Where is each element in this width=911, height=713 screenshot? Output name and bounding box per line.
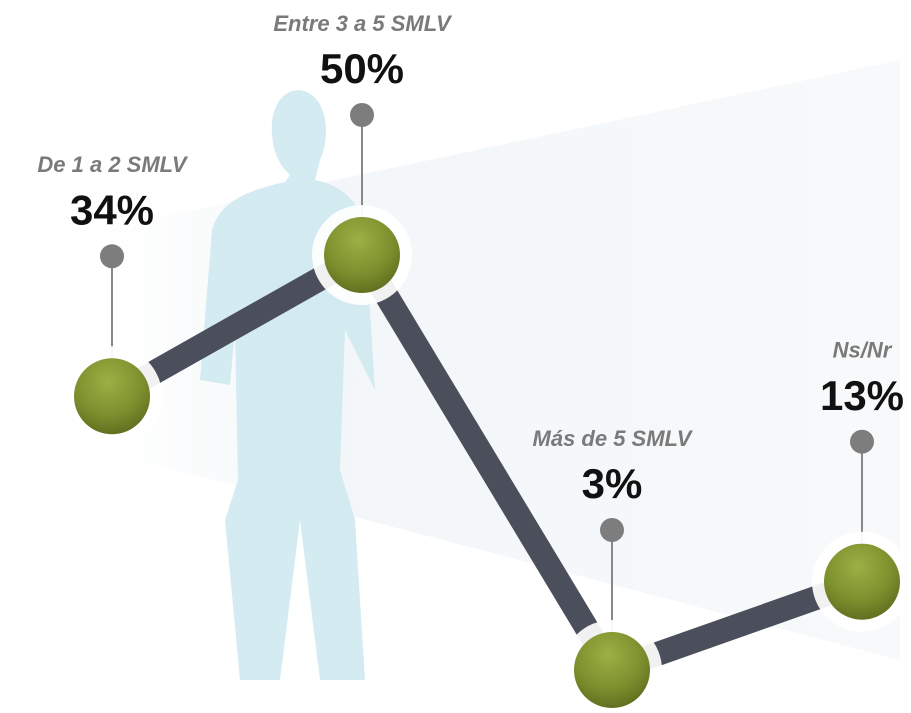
- category-label: Entre 3 a 5 SMLV: [273, 11, 453, 36]
- value-label: 3%: [582, 460, 643, 507]
- pin-head: [850, 429, 874, 454]
- category-label: Ns/Nr: [833, 338, 893, 363]
- category-label: Más de 5 SMLV: [533, 426, 694, 451]
- pin-head: [100, 244, 124, 269]
- value-label: 13%: [820, 372, 904, 419]
- line: [106, 243, 866, 682]
- value-label: 50%: [320, 45, 404, 92]
- pin-head: [600, 518, 624, 542]
- marker: [824, 543, 900, 620]
- value-label: 34%: [70, 186, 154, 233]
- marker: [574, 632, 650, 708]
- plot: De 1 a 2 SMLV 34% Entre 3 a 5 SMLV 50% Más d…: [37, 11, 911, 713]
- pin-head: [350, 103, 374, 127]
- category-label: De 1 a 2 SMLV: [37, 152, 189, 177]
- marker: [74, 358, 150, 435]
- background: [100, 60, 900, 680]
- marker: [324, 217, 400, 293]
